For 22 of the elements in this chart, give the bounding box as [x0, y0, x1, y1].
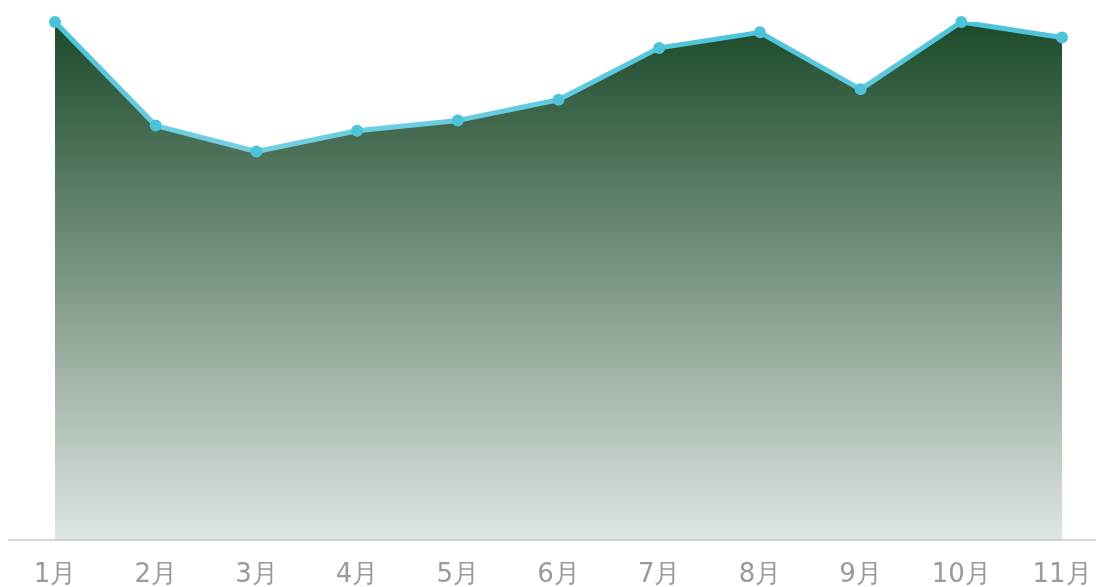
x-tick-label: 2月 [134, 558, 177, 587]
x-tick-label: 3月 [235, 558, 278, 587]
x-tick-label: 8月 [738, 558, 782, 587]
point [1056, 31, 1068, 44]
point [451, 114, 464, 127]
x-tick-label: 9月 [839, 558, 882, 587]
point [753, 26, 766, 39]
point [149, 119, 162, 132]
x-tick-label: 4月 [335, 558, 379, 587]
point [49, 16, 61, 28]
point [250, 145, 263, 158]
x-tick-label: 5月 [436, 558, 480, 587]
point [351, 124, 364, 137]
point [955, 16, 968, 28]
x-tick-label: 10月 [931, 558, 991, 587]
x-tick-label: 11月 [1032, 558, 1092, 587]
x-tick-label: 7月 [637, 558, 681, 587]
point [552, 93, 565, 106]
x-tick-label: 6月 [537, 558, 580, 587]
point [854, 83, 867, 96]
x-tick-label: 1月 [33, 558, 77, 587]
point [653, 41, 666, 54]
